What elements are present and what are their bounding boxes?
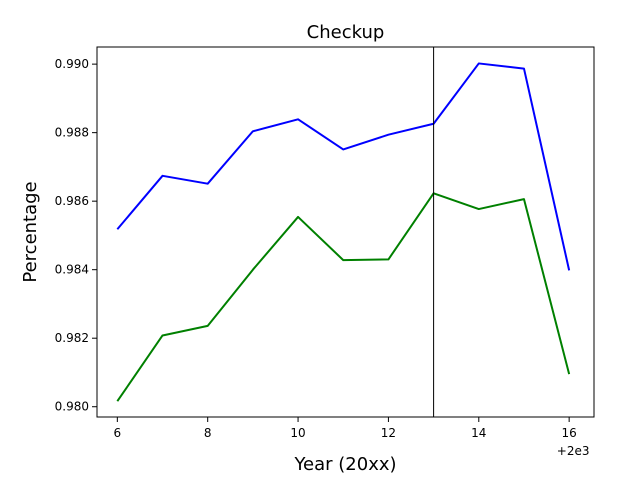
y-tick-label: 0.986 <box>55 194 89 208</box>
y-tick-label: 0.982 <box>55 331 89 345</box>
y-tick-label: 0.990 <box>55 57 89 71</box>
series-layer <box>116 62 571 402</box>
x-tick-label: 16 <box>562 426 577 440</box>
x-tick-label: 10 <box>290 426 305 440</box>
y-tick-label: 0.988 <box>55 126 89 140</box>
x-axis-label: Year (20xx) <box>293 454 396 475</box>
y-tick-label: 0.984 <box>55 263 89 277</box>
chart-title: Checkup <box>307 22 385 43</box>
x-axis-offset-label: +2e3 <box>557 444 590 458</box>
x-tick-label: 14 <box>471 426 486 440</box>
x-tick-label: 12 <box>381 426 396 440</box>
x-tick-label: 6 <box>114 426 122 440</box>
x-tick-label: 8 <box>204 426 212 440</box>
y-axis-label: Percentage <box>20 181 41 282</box>
y-tick-label: 0.980 <box>55 400 89 414</box>
y-axis-ticks: 0.980 0.982 0.984 0.986 0.988 0.990 <box>55 57 97 414</box>
x-axis-ticks: 6 8 10 12 14 16 <box>114 417 577 440</box>
plot-frame <box>96 46 595 418</box>
